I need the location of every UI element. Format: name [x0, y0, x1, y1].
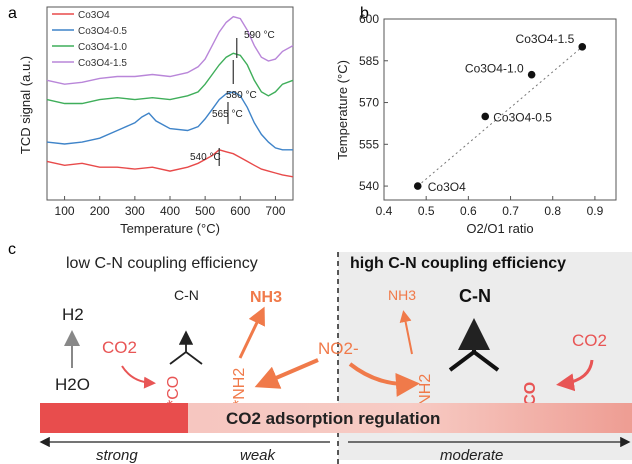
nh3-left-label: NH3 [250, 289, 282, 306]
x-tick-label: 100 [55, 204, 75, 218]
x-tick-label: 0.8 [544, 204, 561, 218]
panel-b-xlabel: O2/O1 ratio [466, 221, 533, 236]
x-tick-label: 400 [160, 204, 180, 218]
legend-label: Co3O4-1.5 [78, 58, 127, 69]
nh3-right-label: NH3 [388, 287, 416, 303]
series-line-3 [46, 15, 294, 85]
nh2-left-label: *NH2 [231, 368, 248, 406]
peak-label: 565 °C [212, 109, 243, 120]
nh2-to-nh3-arrow [238, 306, 265, 359]
no2-to-nh2-right-arrow [348, 362, 420, 397]
legend-label: Co3O4-0.5 [78, 26, 127, 37]
strong-label: strong [96, 447, 138, 464]
adsorption-bar-label: CO2 adsorption regulation [226, 409, 440, 428]
point-label: Co3O4 [428, 180, 466, 194]
point-label: Co3O4-0.5 [493, 110, 552, 124]
data-point [578, 43, 587, 51]
nh2-to-nh3-right-arrow [399, 310, 413, 355]
point-label: Co3O4-1.0 [465, 62, 524, 76]
h2o-label: H2O [55, 375, 90, 394]
x-tick-label: 0.6 [460, 204, 477, 218]
moderate-label: moderate [440, 447, 503, 464]
y-tick-label: 555 [359, 137, 379, 151]
panel-c-scheme: low C-N coupling efficiency high C-N cou… [39, 252, 632, 464]
x-tick-label: 0.4 [376, 204, 393, 218]
legend-label: Co3O4-1.0 [78, 42, 127, 53]
co2-left-arrow [121, 365, 156, 389]
no2-to-nh2-left-arrow [254, 358, 319, 389]
y-tick-label: 585 [359, 54, 379, 68]
panel-b-ylabel: Temperature (°C) [335, 60, 350, 160]
cn-right-label: C-N [459, 286, 491, 306]
cn-coupling-left-icon [169, 334, 203, 365]
x-tick-label: 0.5 [418, 204, 435, 218]
x-tick-label: 700 [265, 204, 285, 218]
cn-coupling-right-icon [450, 326, 498, 372]
x-tick-label: 300 [125, 204, 145, 218]
scheme-left-title: low C-N coupling efficiency [66, 255, 258, 272]
y-tick-label: 570 [359, 96, 379, 110]
panel-label-a: a [8, 5, 17, 22]
co2-right-arrow [556, 359, 594, 392]
series-line-0 [46, 149, 294, 178]
y-tick-label: 540 [359, 179, 379, 193]
panel-label-b: b [360, 5, 369, 22]
co2-right-label: CO2 [572, 331, 607, 350]
x-tick-label: 600 [230, 204, 250, 218]
panel-a-xlabel: Temperature (°C) [120, 221, 220, 236]
legend-label: Co3O4 [78, 10, 110, 21]
y-tick-label: 600 [359, 12, 379, 26]
co2-left-label: CO2 [102, 338, 137, 357]
nh2-right-label: *NH2 [417, 374, 434, 412]
series-line-1 [46, 91, 293, 151]
x-tick-label: 0.7 [502, 204, 519, 218]
panel-a-ylabel: TCD signal (a.u.) [18, 56, 33, 154]
cn-left-label: C-N [174, 287, 199, 303]
panel-label-c: c [8, 241, 16, 258]
adsorption-bar-strong [40, 403, 188, 433]
h2-label: H2 [62, 305, 84, 324]
peak-label: 540 °C [190, 152, 221, 163]
data-point [481, 112, 490, 121]
point-label: Co3O4-1.5 [516, 32, 575, 46]
x-tick-label: 500 [195, 204, 215, 218]
scheme-right-title: high C-N coupling efficiency [350, 255, 566, 272]
weak-label: weak [240, 447, 277, 464]
peak-label: 580 °C [226, 90, 257, 101]
co-left-label: *CO [165, 376, 182, 406]
trendline [417, 46, 583, 187]
panel-a-tpr-chart: 100 200 300 400 500 600 700 Co3O4 Co3O4-0.5 Co3O… [18, 6, 294, 236]
data-point [413, 182, 422, 190]
adsorption-bar [188, 403, 632, 433]
data-point [527, 70, 536, 79]
no2-label: NO2- [318, 339, 359, 358]
x-tick-label: 0.9 [587, 204, 604, 218]
peak-label: 590 °C [244, 30, 275, 41]
panel-b-scatter-chart: 0.4 0.5 0.6 0.7 0.8 0.9 540 555 570 585 600 Co3O4 C… [335, 12, 617, 236]
x-tick-label: 200 [90, 204, 110, 218]
series-line-2 [46, 52, 294, 105]
panel-b-frame [383, 18, 617, 201]
